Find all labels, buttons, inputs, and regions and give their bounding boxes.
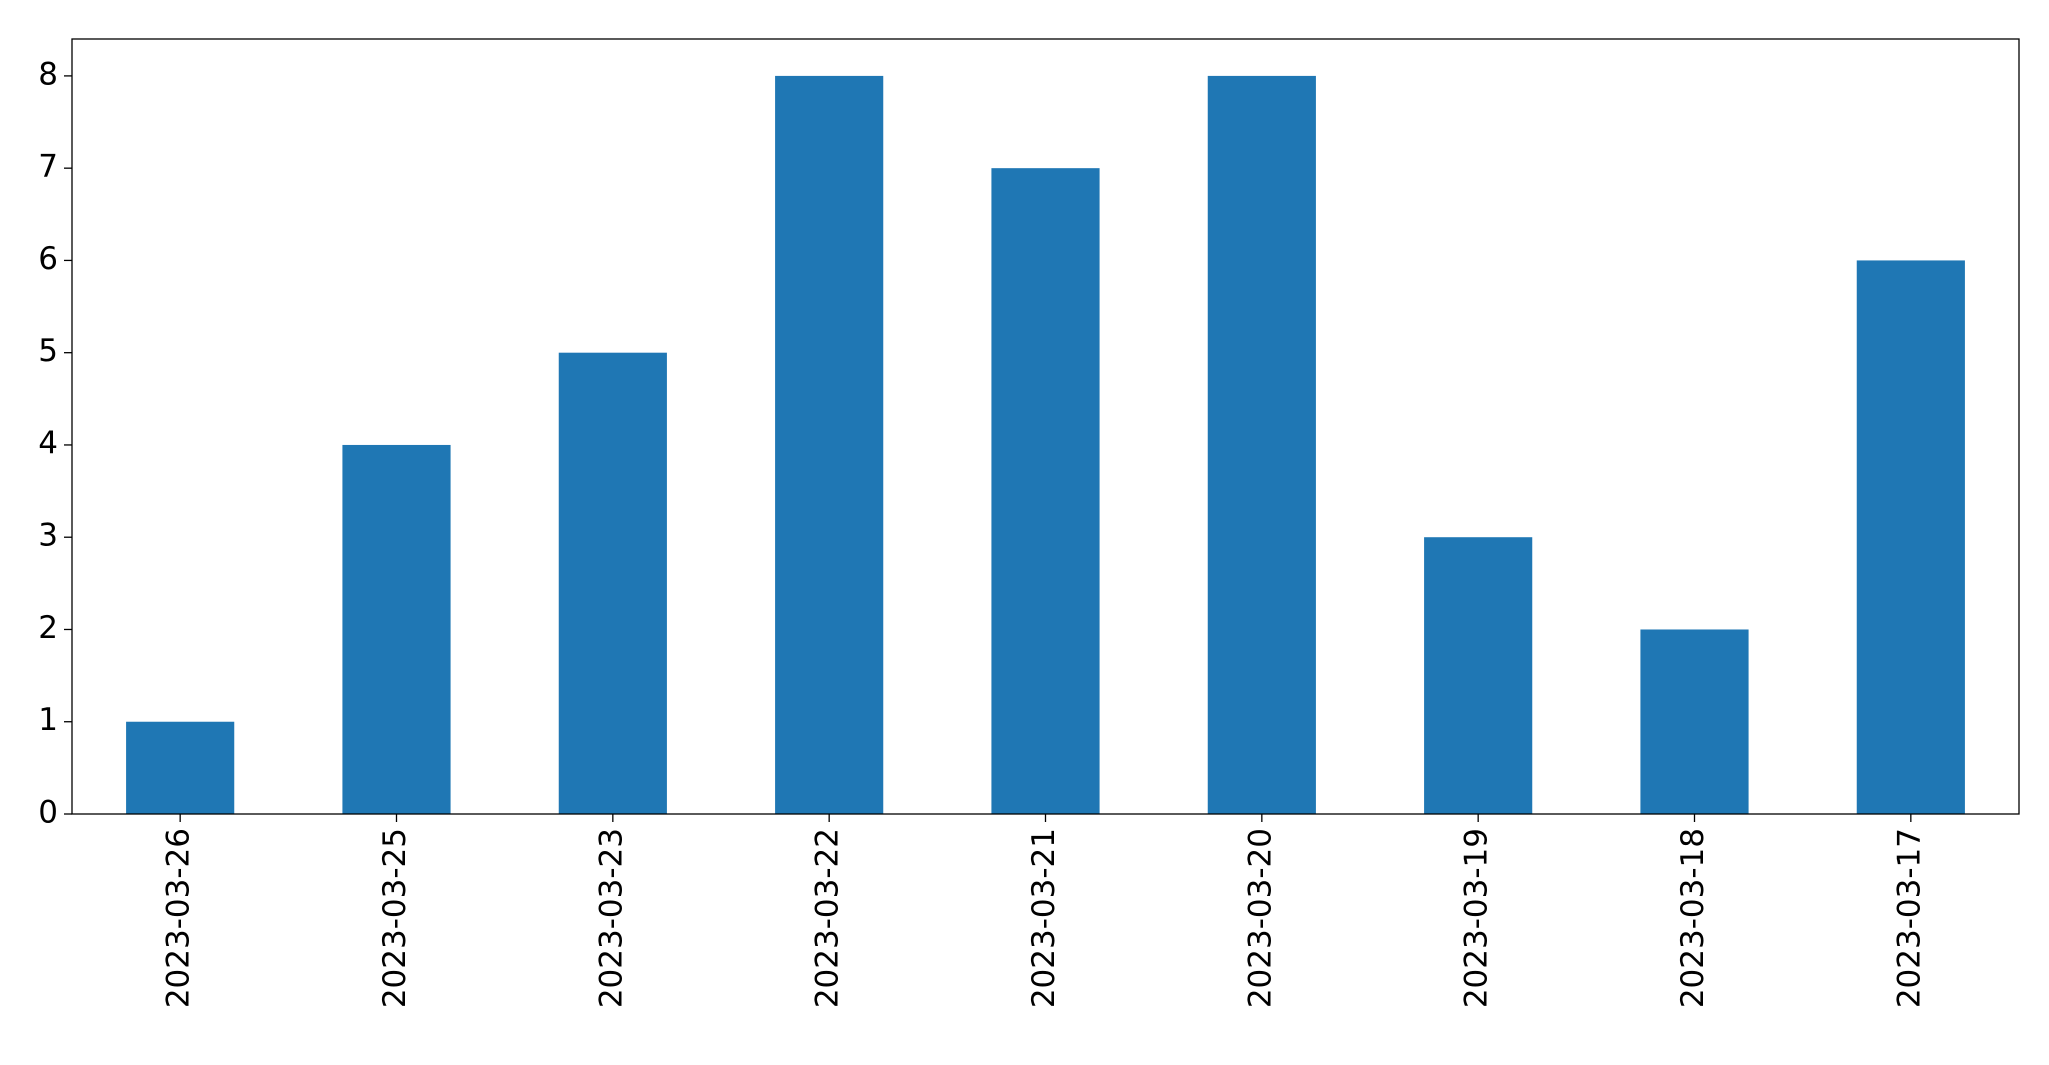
y-tick-label: 7 [38, 149, 58, 185]
bar [1640, 629, 1749, 814]
bar [126, 721, 235, 814]
bar [1207, 75, 1316, 814]
y-tick-label: 1 [38, 702, 58, 738]
y-tick-label: 6 [38, 241, 58, 277]
y-tick-label: 0 [38, 795, 58, 831]
bar [1424, 537, 1533, 814]
x-tick-label: 2023-03-21 [1026, 828, 1062, 1008]
x-tick-label: 2023-03-25 [377, 828, 413, 1008]
bar [558, 352, 667, 814]
x-tick-label: 2023-03-22 [810, 828, 846, 1008]
y-tick-label: 4 [38, 425, 58, 461]
bar [1856, 260, 1965, 814]
x-tick-label: 2023-03-18 [1675, 828, 1711, 1008]
y-tick-label: 3 [38, 518, 58, 554]
y-tick-label: 2 [38, 610, 58, 646]
plot-frame [71, 38, 2020, 815]
bar [775, 75, 884, 814]
x-tick-label: 2023-03-20 [1242, 828, 1278, 1008]
y-tick-label: 5 [38, 333, 58, 369]
bar [342, 444, 451, 814]
x-tick-label: 2023-03-17 [1891, 828, 1927, 1008]
x-tick-label: 2023-03-19 [1459, 828, 1495, 1008]
x-tick-label: 2023-03-26 [161, 828, 197, 1008]
x-tick-label: 2023-03-23 [593, 828, 629, 1008]
bar [991, 168, 1100, 814]
y-tick-label: 8 [38, 56, 58, 92]
